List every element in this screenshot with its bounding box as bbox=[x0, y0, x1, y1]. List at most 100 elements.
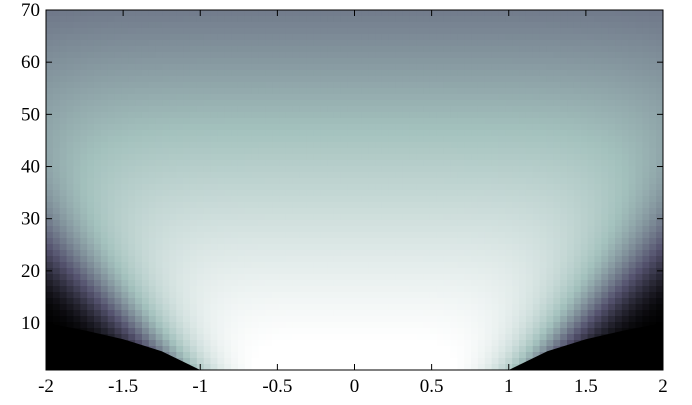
heatmap-cell bbox=[539, 262, 548, 269]
heatmap-cell bbox=[429, 196, 438, 203]
heatmap-cell bbox=[560, 52, 568, 59]
heatmap-cell bbox=[429, 106, 438, 113]
heatmap-cell bbox=[498, 46, 506, 53]
heatmap-cell bbox=[80, 196, 88, 203]
heatmap-cell bbox=[251, 268, 260, 275]
heatmap-cell bbox=[340, 244, 349, 251]
heatmap-cell bbox=[340, 274, 349, 281]
heatmap-cell bbox=[155, 64, 164, 71]
heatmap-cell bbox=[210, 340, 218, 347]
heatmap-cell bbox=[244, 304, 253, 311]
heatmap-cell bbox=[642, 220, 650, 227]
heatmap-cell bbox=[210, 112, 218, 119]
heatmap-cell bbox=[169, 10, 177, 17]
heatmap-cell bbox=[608, 184, 616, 191]
heatmap-cell bbox=[375, 142, 383, 149]
heatmap-cell bbox=[292, 88, 301, 95]
heatmap-cell bbox=[567, 268, 575, 275]
heatmap-cell bbox=[429, 94, 438, 101]
heatmap-cell bbox=[388, 16, 397, 23]
heatmap-cell bbox=[251, 196, 260, 203]
heatmap-cell bbox=[429, 124, 438, 131]
heatmap-cell bbox=[519, 88, 527, 95]
heatmap-cell bbox=[649, 304, 657, 311]
heatmap-cell bbox=[114, 46, 123, 53]
heatmap-cell bbox=[484, 322, 493, 329]
heatmap-cell bbox=[306, 274, 314, 281]
heatmap-cell bbox=[313, 304, 321, 311]
heatmap-cell bbox=[73, 112, 81, 119]
heatmap-cell bbox=[100, 28, 109, 35]
heatmap-cell bbox=[471, 238, 479, 245]
heatmap-cell bbox=[292, 262, 301, 269]
heatmap-cell bbox=[608, 136, 616, 143]
heatmap-cell bbox=[258, 58, 266, 65]
heatmap-cell bbox=[429, 166, 438, 173]
heatmap-cell bbox=[635, 322, 644, 329]
heatmap-cell bbox=[484, 52, 493, 59]
heatmap-cell bbox=[381, 196, 390, 203]
heatmap-cell bbox=[546, 310, 554, 317]
heatmap-cell bbox=[423, 58, 431, 65]
heatmap-cell bbox=[333, 232, 342, 239]
heatmap-cell bbox=[375, 196, 383, 203]
heatmap-cell bbox=[361, 112, 369, 119]
heatmap-cell bbox=[498, 226, 506, 233]
heatmap-cell bbox=[354, 130, 362, 137]
heatmap-cell bbox=[416, 172, 424, 179]
heatmap-cell bbox=[375, 298, 383, 305]
heatmap-cell bbox=[642, 238, 650, 245]
heatmap-cell bbox=[285, 196, 294, 203]
heatmap-cell bbox=[477, 214, 486, 221]
heatmap-cell bbox=[327, 274, 335, 281]
heatmap-cell bbox=[443, 154, 452, 161]
heatmap-cell bbox=[265, 196, 273, 203]
heatmap-cell bbox=[539, 334, 548, 341]
heatmap-cell bbox=[587, 232, 596, 239]
heatmap-cell bbox=[601, 268, 609, 275]
heatmap-cell bbox=[532, 136, 541, 143]
heatmap-cell bbox=[189, 10, 198, 17]
heatmap-cell bbox=[484, 160, 493, 167]
heatmap-cell bbox=[279, 76, 287, 83]
heatmap-cell bbox=[46, 172, 54, 179]
heatmap-cell bbox=[642, 70, 650, 77]
heatmap-cell bbox=[361, 316, 369, 323]
heatmap-cell bbox=[484, 82, 493, 89]
heatmap-cell bbox=[567, 64, 575, 71]
heatmap-cell bbox=[189, 310, 198, 317]
heatmap-cell bbox=[484, 70, 493, 77]
heatmap-cell bbox=[635, 178, 644, 185]
heatmap-cell bbox=[176, 130, 184, 137]
heatmap-cell bbox=[196, 232, 205, 239]
heatmap-cell bbox=[601, 130, 609, 137]
heatmap-cell bbox=[258, 64, 266, 71]
heatmap-cell bbox=[162, 70, 170, 77]
heatmap-cell bbox=[237, 148, 246, 155]
heatmap-cell bbox=[59, 274, 68, 281]
heatmap-cell bbox=[80, 16, 88, 23]
heatmap-cell bbox=[354, 160, 362, 167]
heatmap-cell bbox=[333, 298, 342, 305]
heatmap-cell bbox=[285, 220, 294, 227]
heatmap-cell bbox=[608, 10, 616, 17]
heatmap-cell bbox=[436, 310, 445, 317]
heatmap-cell bbox=[299, 52, 308, 59]
heatmap-cell bbox=[436, 16, 445, 23]
heatmap-cell bbox=[512, 268, 520, 275]
heatmap-cell bbox=[594, 34, 602, 41]
heatmap-cell bbox=[313, 220, 321, 227]
heatmap-cell bbox=[628, 142, 637, 149]
heatmap-cell bbox=[608, 160, 616, 167]
heatmap-cell bbox=[464, 100, 472, 107]
heatmap-cell bbox=[539, 292, 548, 299]
heatmap-cell bbox=[237, 256, 246, 263]
heatmap-cell bbox=[532, 220, 541, 227]
heatmap-cell bbox=[409, 328, 417, 335]
heatmap-cell bbox=[642, 94, 650, 101]
heatmap-cell bbox=[615, 46, 623, 53]
heatmap-cell bbox=[525, 58, 534, 65]
heatmap-cell bbox=[258, 112, 266, 119]
heatmap-cell bbox=[560, 178, 568, 185]
heatmap-cell bbox=[121, 310, 129, 317]
